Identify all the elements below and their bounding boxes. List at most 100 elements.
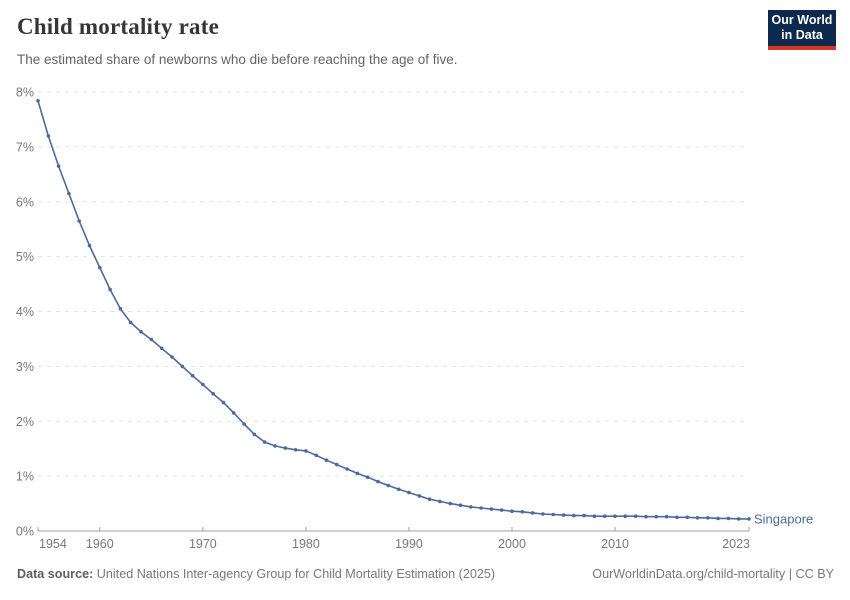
data-point[interactable] bbox=[67, 191, 71, 196]
data-point[interactable] bbox=[736, 517, 741, 521]
data-point[interactable] bbox=[128, 320, 133, 325]
data-point[interactable] bbox=[170, 355, 174, 359]
data-point[interactable] bbox=[417, 494, 422, 498]
data-point[interactable] bbox=[664, 514, 669, 519]
data-point[interactable] bbox=[427, 497, 432, 502]
x-tick-label: 1980 bbox=[292, 537, 320, 551]
x-tick-label: 2010 bbox=[601, 537, 629, 551]
data-point[interactable] bbox=[716, 516, 720, 521]
data-source-note: Data source: United Nations Inter-agency… bbox=[17, 567, 495, 581]
y-tick-label: 4% bbox=[16, 305, 34, 319]
data-point[interactable] bbox=[386, 483, 391, 488]
data-point[interactable] bbox=[726, 516, 731, 521]
data-point[interactable] bbox=[499, 508, 504, 512]
owid-logo[interactable]: Our World in Data bbox=[768, 10, 836, 50]
data-point[interactable] bbox=[304, 449, 308, 453]
data-point[interactable] bbox=[561, 513, 566, 517]
data-point[interactable] bbox=[139, 330, 143, 334]
data-point[interactable] bbox=[530, 511, 535, 515]
data-point[interactable] bbox=[448, 501, 453, 506]
owid-logo-line1: Our World bbox=[771, 13, 833, 27]
data-point[interactable] bbox=[644, 514, 648, 519]
data-point[interactable] bbox=[211, 392, 215, 396]
data-point[interactable] bbox=[469, 505, 473, 509]
series-line-singapore[interactable] bbox=[37, 100, 750, 520]
data-point[interactable] bbox=[592, 514, 597, 518]
entity-label-singapore[interactable]: Singapore bbox=[754, 511, 813, 526]
data-point[interactable] bbox=[633, 514, 638, 518]
y-tick-label: 7% bbox=[16, 140, 34, 154]
data-point[interactable] bbox=[46, 134, 51, 138]
data-point[interactable] bbox=[551, 512, 555, 517]
license-separator: | bbox=[785, 567, 796, 581]
data-point[interactable] bbox=[201, 382, 205, 387]
x-tick-label: 2023 bbox=[722, 537, 750, 551]
data-point[interactable] bbox=[623, 514, 628, 518]
y-tick-label: 0% bbox=[16, 525, 34, 539]
data-point[interactable] bbox=[541, 512, 545, 516]
data-point[interactable] bbox=[747, 517, 751, 521]
data-point[interactable] bbox=[108, 287, 112, 292]
data-point[interactable] bbox=[376, 479, 380, 484]
data-point[interactable] bbox=[582, 513, 586, 518]
data-point[interactable] bbox=[572, 513, 576, 518]
data-point[interactable] bbox=[190, 373, 195, 378]
footer-right: OurWorldinData.org/child-mortality | CC … bbox=[592, 567, 834, 581]
license-badge: CC BY bbox=[795, 567, 835, 581]
y-tick-label: 8% bbox=[16, 86, 34, 100]
y-tick-label: 2% bbox=[16, 415, 34, 429]
data-point[interactable] bbox=[510, 509, 514, 513]
data-point[interactable] bbox=[324, 458, 329, 463]
x-tick-label: 1970 bbox=[189, 537, 217, 551]
data-point[interactable] bbox=[355, 471, 360, 476]
chart-title: Child mortality rate bbox=[17, 14, 220, 39]
data-point[interactable] bbox=[407, 490, 411, 495]
data-point[interactable] bbox=[87, 243, 92, 248]
chart-footer: Data source: United Nations Inter-agency… bbox=[17, 567, 834, 581]
data-point[interactable] bbox=[314, 453, 319, 458]
chart-subtitle: The estimated share of newborns who die … bbox=[17, 52, 458, 67]
x-tick-label: 1960 bbox=[86, 537, 114, 551]
data-point[interactable] bbox=[489, 507, 494, 511]
data-point[interactable] bbox=[675, 515, 679, 520]
x-tick-label: 2000 bbox=[498, 537, 526, 551]
data-point[interactable] bbox=[396, 487, 401, 492]
data-point[interactable] bbox=[685, 515, 689, 520]
data-point[interactable] bbox=[520, 510, 525, 514]
data-point[interactable] bbox=[706, 516, 710, 520]
data-point[interactable] bbox=[56, 164, 61, 168]
data-point[interactable] bbox=[149, 337, 154, 342]
data-point[interactable] bbox=[695, 516, 700, 520]
data-point[interactable] bbox=[36, 99, 40, 103]
data-point[interactable] bbox=[273, 444, 277, 448]
data-point[interactable] bbox=[252, 432, 257, 437]
data-point[interactable] bbox=[262, 440, 267, 444]
data-point[interactable] bbox=[180, 364, 185, 369]
data-point[interactable] bbox=[365, 475, 370, 480]
data-point[interactable] bbox=[479, 506, 483, 510]
owid-url-link[interactable]: OurWorldinData.org/child-mortality bbox=[592, 567, 786, 581]
x-tick-label: 1990 bbox=[395, 537, 423, 551]
data-point[interactable] bbox=[77, 219, 81, 223]
data-point[interactable] bbox=[242, 422, 246, 426]
data-source-text: United Nations Inter-agency Group for Ch… bbox=[93, 567, 496, 581]
data-point[interactable] bbox=[118, 307, 123, 311]
data-point[interactable] bbox=[293, 448, 298, 452]
data-point[interactable] bbox=[159, 346, 164, 351]
data-point[interactable] bbox=[345, 467, 349, 471]
data-point[interactable] bbox=[232, 411, 236, 415]
data-point[interactable] bbox=[438, 499, 442, 504]
data-point[interactable] bbox=[283, 446, 288, 450]
y-tick-label: 3% bbox=[16, 360, 34, 374]
data-source-label: Data source: bbox=[17, 567, 94, 581]
data-point[interactable] bbox=[654, 514, 659, 519]
data-point[interactable] bbox=[221, 400, 226, 405]
y-tick-label: 1% bbox=[16, 470, 34, 484]
data-point[interactable] bbox=[602, 514, 607, 518]
data-point[interactable] bbox=[613, 514, 617, 518]
data-point[interactable] bbox=[98, 265, 102, 270]
data-point[interactable] bbox=[458, 503, 463, 508]
x-tick-label: 1954 bbox=[39, 537, 67, 551]
data-point[interactable] bbox=[335, 462, 339, 467]
